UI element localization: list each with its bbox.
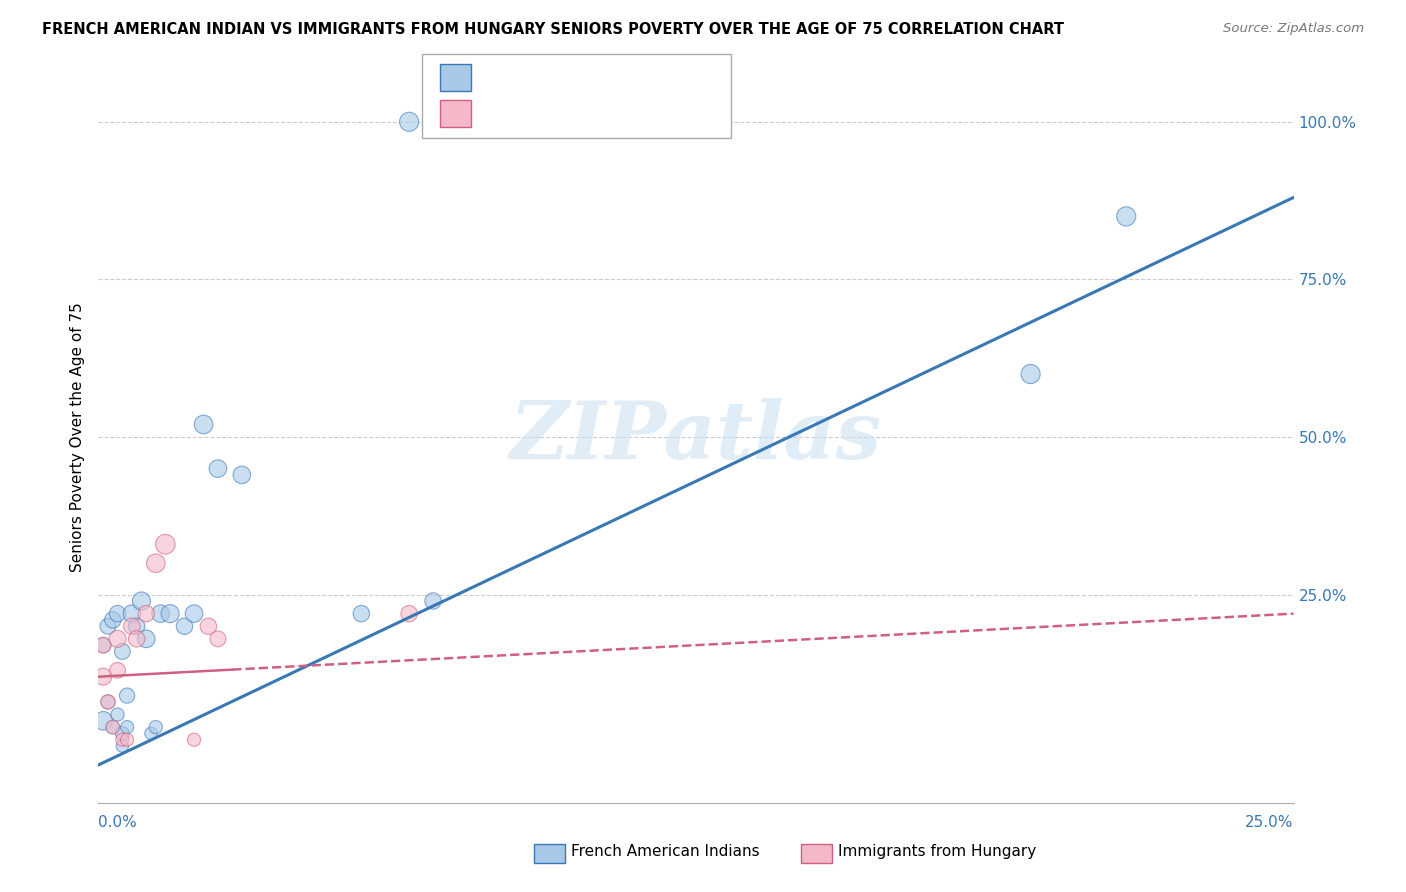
Point: [121, 619, 143, 633]
Text: Source: ZipAtlas.com: Source: ZipAtlas.com: [1223, 22, 1364, 36]
Text: R = 0.748: R = 0.748: [482, 70, 562, 85]
Point: [207, 632, 229, 646]
Point: [107, 664, 129, 678]
Point: [139, 726, 162, 740]
Point: [159, 607, 181, 621]
Point: [111, 644, 134, 658]
Text: FRENCH AMERICAN INDIAN VS IMMIGRANTS FROM HUNGARY SENIORS POVERTY OVER THE AGE O: FRENCH AMERICAN INDIAN VS IMMIGRANTS FRO…: [42, 22, 1064, 37]
Point: [111, 732, 134, 747]
Point: [107, 707, 129, 722]
Text: Immigrants from Hungary: Immigrants from Hungary: [838, 845, 1036, 859]
Point: [97, 695, 120, 709]
Point: [135, 632, 157, 646]
Point: [193, 417, 215, 432]
Text: French American Indians: French American Indians: [571, 845, 759, 859]
Point: [115, 720, 138, 734]
Point: [91, 714, 114, 728]
Point: [1019, 367, 1042, 381]
Point: [145, 556, 167, 570]
Point: [398, 115, 420, 129]
Point: [125, 632, 148, 646]
Text: N = 17: N = 17: [600, 106, 661, 120]
Point: [183, 732, 205, 747]
Point: [115, 689, 138, 703]
Point: [121, 607, 143, 621]
Point: [115, 732, 138, 747]
Point: [97, 619, 120, 633]
Point: [350, 607, 373, 621]
Text: 0.0%: 0.0%: [98, 815, 138, 830]
Text: 25.0%: 25.0%: [1246, 815, 1294, 830]
Point: [398, 607, 420, 621]
Point: [97, 695, 120, 709]
Point: [231, 467, 253, 482]
Point: [91, 670, 114, 684]
Text: R = 0.143: R = 0.143: [482, 106, 562, 120]
Point: [1115, 210, 1137, 224]
Point: [149, 607, 172, 621]
Point: [183, 607, 205, 621]
Point: [107, 607, 129, 621]
Point: [101, 720, 124, 734]
Point: [111, 739, 134, 753]
Point: [173, 619, 195, 633]
Point: [111, 726, 134, 740]
Point: [107, 632, 129, 646]
Point: [91, 638, 114, 652]
Point: [197, 619, 219, 633]
Point: [101, 720, 124, 734]
Text: ZIPatlas: ZIPatlas: [510, 399, 882, 475]
Point: [422, 594, 444, 608]
Point: [155, 537, 177, 551]
Point: [131, 594, 153, 608]
Point: [145, 720, 167, 734]
Y-axis label: Seniors Poverty Over the Age of 75: Seniors Poverty Over the Age of 75: [69, 302, 84, 572]
Text: N = 31: N = 31: [600, 70, 661, 85]
Point: [125, 619, 148, 633]
Point: [135, 607, 157, 621]
Point: [101, 613, 124, 627]
Point: [207, 461, 229, 475]
Point: [91, 638, 114, 652]
